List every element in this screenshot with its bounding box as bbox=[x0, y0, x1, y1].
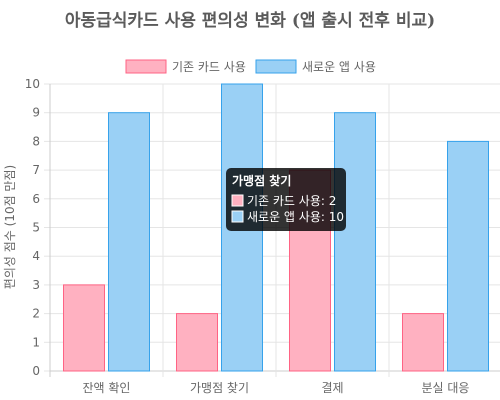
bars bbox=[63, 83, 489, 372]
tooltip: 가맹점 찾기 기존 카드 사용: 2 새로운 앱 사용: 10 bbox=[226, 168, 346, 231]
legend-swatch-new-app bbox=[255, 59, 297, 74]
bar-new-app-0[interactable] bbox=[108, 112, 150, 372]
y-tick-label-5: 5 bbox=[32, 221, 40, 235]
tooltip-swatch-new-app bbox=[231, 210, 244, 223]
legend-item-new-app[interactable]: 새로운 앱 사용 bbox=[255, 59, 376, 74]
y-tick-label-7: 7 bbox=[32, 163, 40, 177]
legend: 기존 카드 사용 새로운 앱 사용 bbox=[125, 59, 376, 74]
y-tick-label-2: 2 bbox=[32, 307, 40, 321]
y-tick-label-3: 3 bbox=[32, 278, 40, 292]
legend-label-new-app: 새로운 앱 사용 bbox=[302, 60, 376, 74]
y-tick-label-6: 6 bbox=[32, 192, 40, 206]
bar-old-card-1[interactable] bbox=[176, 313, 218, 372]
tooltip-swatch-old-card bbox=[231, 194, 244, 207]
x-tick-label-1: 가맹점 찾기 bbox=[190, 381, 249, 395]
y-tick-label-1: 1 bbox=[32, 335, 40, 349]
y-tick-label-10: 10 bbox=[25, 77, 40, 91]
chart-title: 아동급식카드 사용 편의성 변화 (앱 출시 전후 비교) bbox=[65, 10, 435, 31]
y-tick-label-8: 8 bbox=[32, 134, 40, 148]
y-axis-title: 편의성 점수 (10점 만점) bbox=[3, 165, 17, 289]
tooltip-line-old-card: 기존 카드 사용: 2 bbox=[247, 194, 336, 208]
x-tick-label-3: 분실 대응 bbox=[422, 381, 470, 395]
bar-old-card-0[interactable] bbox=[63, 284, 105, 372]
bar-new-app-3[interactable] bbox=[447, 140, 489, 372]
legend-item-old-card[interactable]: 기존 카드 사용 bbox=[125, 59, 246, 74]
x-axis-ticks: 잔액 확인 가맹점 찾기 결제 분실 대응 bbox=[83, 381, 470, 395]
x-tick-label-0: 잔액 확인 bbox=[83, 381, 131, 395]
x-tick-label-2: 결제 bbox=[321, 381, 343, 395]
legend-swatch-old-card bbox=[125, 59, 167, 74]
y-tick-label-4: 4 bbox=[32, 249, 40, 263]
tooltip-background bbox=[226, 168, 346, 231]
y-tick-label-9: 9 bbox=[32, 106, 40, 120]
tooltip-title: 가맹점 찾기 bbox=[232, 173, 291, 188]
y-tick-label-0: 0 bbox=[32, 364, 40, 378]
bar-new-app-2[interactable] bbox=[334, 112, 376, 372]
legend-label-old-card: 기존 카드 사용 bbox=[172, 60, 246, 74]
y-axis-ticks: 0 1 2 3 4 5 6 7 8 9 10 bbox=[25, 77, 40, 378]
bar-old-card-3[interactable] bbox=[402, 313, 444, 372]
tooltip-line-new-app: 새로운 앱 사용: 10 bbox=[247, 210, 344, 224]
